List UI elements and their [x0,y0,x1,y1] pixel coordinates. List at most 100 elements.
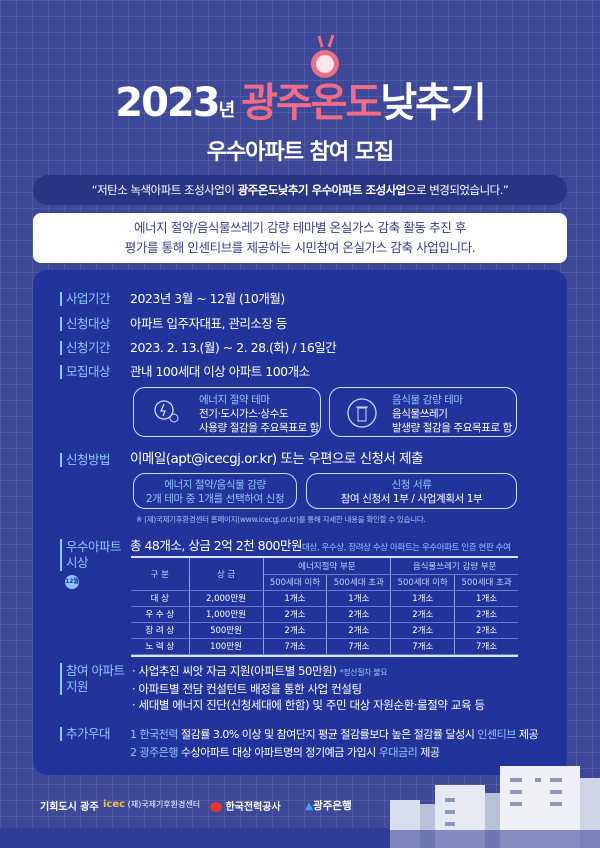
extra-item: 2 광주은행 수상아파트 대상 아파트명의 정기예금 가입시 우대금리 제공 [130,744,538,762]
logo-text: (재)국제기후환경센터 [127,800,201,809]
info-label: 신청기간 [60,341,111,355]
award-count: 7개소 [263,638,328,655]
logo-text: 광주은행 [313,800,352,812]
award-count: 2개소 [390,606,456,623]
theme-line: 전기·도시가스·상수도 [199,408,289,420]
extra-text: 절감률 3.0% 이상 및 참여단지 평균 절감률보다 높은 절감률 달성시 [180,728,478,741]
extra-end: 제공 [417,746,440,759]
details-panel [33,270,567,775]
extra-highlight: 인센티브 [477,728,516,741]
theme-line: 발생량 절감을 주요목표로 함 [392,422,512,434]
extra-text: 수상아파트 대상 아파트명의 정기예금 가입시 [180,746,379,759]
info-label: 신청방법 [60,453,111,467]
award-count: 1개소 [454,590,518,607]
extra-item: 1 한국전력 절감률 3.0% 이상 및 참여단지 평균 절감률보다 높은 절감… [130,726,539,744]
col-header: 에너지절약 부문 [263,558,392,575]
support-text: · 사업추진 씨앗 자금 지원(아파트별 50만원) [132,664,337,678]
award-count: 2개소 [263,606,328,623]
prize-amount: 2,000만원 [189,590,264,607]
info-value: 2023년 3월 ~ 12월 (10개월) [130,291,285,306]
info-value: 관내 100세대 이상 아파트 100개소 [130,364,310,379]
award-count: 2개소 [454,622,518,639]
box-line: 에너지 절약/음식물 감량 [164,479,266,491]
energy-head-icon [154,400,179,423]
title-year-suffix: 년 [218,100,236,121]
award-count: 2개소 [326,606,392,623]
food-waste-bin-icon [347,398,377,428]
quote-bold: 광주온도낮추기 우수아파트 조성사업 [237,183,407,197]
info-value: 2023. 2. 13.(월) ~ 2. 28.(화) / 16일간 [130,340,337,355]
award-count: 1개소 [263,590,328,607]
sub-header: 500세대 이하 [263,574,328,591]
label-line: 지원 [66,679,89,694]
box-line: 참여 신청서 1부 / 사업계획서 1부 [340,493,483,505]
label-line: 우수아파트 [66,539,122,554]
mascot-icon [311,34,339,78]
col-header: 상 금 [189,558,264,591]
table-row: 장 려 상 500만원 2개소 2개소 2개소 2개소 [131,622,518,639]
logo-kjbank: ▲광주은행 [305,800,352,812]
table-row: 우 수 상 1,000만원 2개소 2개소 2개소 2개소 [131,606,518,623]
col-header: 음식물쓰레기 감량 부문 [390,558,518,575]
prize-amount: 500만원 [189,622,264,639]
info-label: 사업기간 [60,292,111,306]
info-value: 아파트 입주자대표, 관리소장 등 [130,316,287,331]
support-item: · 사업추진 씨앗 자금 지원(아파트별 50만원) *정산절차 불요 [132,663,485,681]
extra-list: 1 한국전력 절감률 3.0% 이상 및 참여단지 평균 절감률보다 높은 절감… [130,726,539,762]
extra-org: 한국전력 [139,728,179,741]
prize-amount: 100만원 [189,638,264,655]
award-count: 2개소 [390,622,456,639]
quote-open: “저탄소 녹색아파트 조성사업이 [91,183,238,197]
theme-line: 음식물쓰레기 [392,408,448,420]
info-label: 신청대상 [60,317,111,331]
theme-energy-box: 에너지 절약 테마 전기·도시가스·상수도 사용량 절감을 주요목표로 함 [133,387,321,437]
award-note: 대상, 우수상, 장려상 수상 아파트는 우수아파트 인증 현판 수여 [302,543,511,553]
award-name: 노 력 상 [131,638,190,655]
support-item: · 세대별 에너지 진단(신청세대에 한함) 및 주민 대상 자원순환·물절약 … [132,698,485,712]
award-summary: 총 48개소, 상금 2억 2천 800만원 [130,538,303,553]
logo-kepco: 한국전력공사 [210,798,281,813]
subtitle: 우수아파트 참여 모집 [206,140,394,165]
extra-org: 광주은행 [139,746,179,759]
support-note: *정산절차 불요 [339,668,388,677]
support-item: · 아파트별 전담 컨설턴트 배정을 통한 사업 컨설팅 [132,682,362,696]
notice-banner: “저탄소 녹색아파트 조성사업이 광주온도낮추기 우수아파트 조성사업으로 변경… [33,175,567,205]
table-row: 노 력 상 100만원 7개소 7개소 7개소 7개소 [131,638,518,655]
extra-end: 제공 [515,728,539,741]
award-name: 장 려 상 [131,622,190,639]
title-white: 낮추기 [380,80,486,126]
sub-header: 500세대 초과 [326,574,392,591]
prize-amount: 1,000만원 [189,606,264,623]
logo-icec: icec (재)국제기후환경센터 [103,799,201,810]
sub-header: 500세대 이하 [390,574,456,591]
title-year: 2023 [115,80,220,126]
award-count: 1개소 [326,590,392,607]
support-list: · 사업추진 씨앗 자금 지원(아파트별 50만원) *정산절차 불요 · 아파… [132,663,485,713]
theme-line: 사용량 절감을 주요목표로 함 [199,422,319,434]
method-note: ※ (재)국제기후환경센터 홈페이지(www.icecgj.or.kr)를 통해… [136,515,426,524]
apartment-buildings-illustration [390,766,600,848]
logo-gwangju-city: 기회도시 광주 [40,802,99,813]
intro-line: 평가를 통해 인센티브를 제공하는 시민참여 온실가스 감축 사업입니다. [124,240,476,255]
award-label: 우수아파트 시상 [60,539,122,571]
table-row: 대 상 2,000만원 1개소 1개소 1개소 1개소 [131,590,518,607]
info-label: 추가우대 [60,727,111,741]
extra-num: 2 [130,746,137,759]
method-docs-box: 신청 서류 참여 신청서 1부 / 사업계획서 1부 [306,473,517,509]
theme-title: 음식물 감량 테마 [392,394,463,406]
award-name: 우 수 상 [131,606,190,623]
award-count: 2개소 [454,606,518,623]
support-label: 참여 아파트 지원 [60,663,125,695]
logo-text: 한국전력공사 [225,802,281,813]
intro-line: 에너지 절약/음식물쓰레기 감량 테마별 온실가스 감축 활동 추진 후 [133,220,467,235]
box-line: 2개 테마 중 1개를 선택하여 신청 [145,493,285,505]
col-header: 구 분 [131,558,190,591]
title-pink: 광주온도 [241,80,382,126]
main-title: 2023년 광주온도낮추기 [0,70,600,128]
label-line: 참여 아파트 [66,663,125,678]
award-count: 7개소 [326,638,392,655]
theme-title: 에너지 절약 테마 [199,394,270,406]
extra-num: 1 [130,728,137,741]
